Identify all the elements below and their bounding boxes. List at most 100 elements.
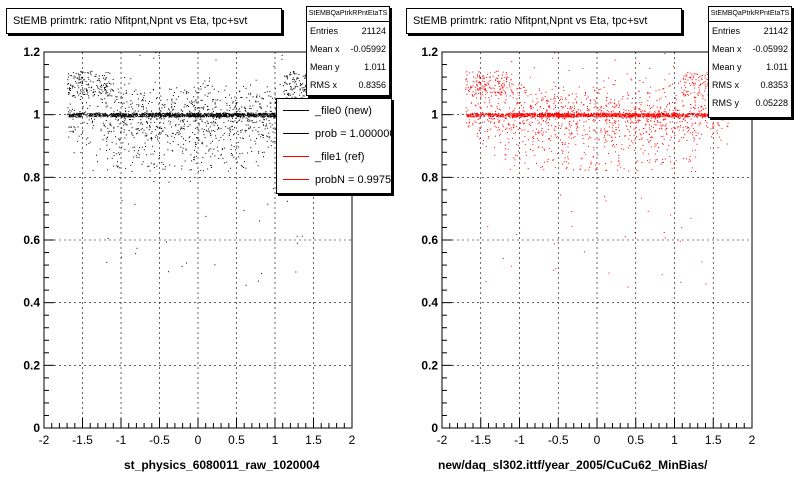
scatter-point — [261, 273, 263, 275]
scatter-point — [201, 115, 203, 117]
scatter-point — [480, 99, 482, 100]
scatter-point — [502, 116, 504, 118]
scatter-point — [166, 114, 168, 115]
scatter-point — [250, 120, 252, 122]
scatter-point — [138, 154, 140, 156]
scatter-point — [605, 116, 607, 118]
scatter-point — [134, 110, 136, 112]
scatter-point — [630, 115, 632, 117]
scatter-point — [558, 116, 560, 118]
scatter-point — [281, 54, 283, 56]
scatter-point — [697, 107, 699, 109]
scatter-point — [130, 123, 132, 125]
scatter-point — [244, 109, 246, 111]
scatter-point — [469, 122, 470, 123]
scatter-point — [699, 114, 701, 116]
scatter-point — [69, 126, 71, 128]
scatter-point — [303, 90, 305, 92]
scatter-point — [587, 96, 589, 98]
scatter-point — [211, 115, 213, 117]
scatter-point — [190, 112, 192, 114]
scatter-point — [534, 112, 535, 114]
scatter-point — [101, 102, 103, 103]
scatter-point — [546, 99, 548, 101]
scatter-point — [499, 108, 500, 110]
scatter-point — [245, 117, 247, 119]
scatter-point — [639, 108, 641, 110]
scatter-point — [141, 163, 143, 165]
scatter-point — [211, 113, 213, 115]
scatter-point — [505, 114, 507, 115]
scatter-point — [296, 242, 298, 244]
scatter-point — [106, 105, 108, 107]
scatter-point — [499, 82, 501, 84]
scatter-point — [538, 88, 540, 90]
scatter-point — [146, 121, 148, 123]
scatter-point — [685, 95, 687, 97]
scatter-point — [480, 114, 482, 116]
scatter-point — [611, 115, 613, 117]
scatter-point — [639, 129, 641, 131]
scatter-point — [215, 115, 217, 117]
scatter-point — [561, 114, 562, 115]
scatter-point — [568, 114, 570, 116]
scatter-point — [208, 149, 210, 151]
scatter-point — [706, 84, 708, 86]
scatter-point — [302, 89, 304, 91]
scatter-point — [223, 113, 225, 115]
scatter-point — [487, 130, 489, 132]
scatter-point — [233, 114, 234, 116]
scatter-point — [577, 109, 579, 111]
scatter-point — [168, 120, 170, 122]
scatter-point — [639, 80, 641, 82]
scatter-point — [482, 75, 484, 77]
scatter-point — [694, 100, 696, 102]
scatter-point — [526, 120, 528, 121]
scatter-point — [219, 115, 221, 117]
scatter-point — [217, 116, 219, 118]
scatter-point — [687, 113, 689, 114]
scatter-point — [116, 113, 118, 114]
scatter-point — [612, 84, 614, 86]
scatter-point — [658, 122, 660, 123]
scatter-point — [726, 117, 728, 119]
scatter-point — [519, 123, 521, 125]
scatter-point — [218, 116, 220, 118]
scatter-point — [500, 109, 502, 111]
scatter-point — [205, 152, 207, 154]
scatter-point — [516, 98, 518, 100]
scatter-point — [197, 115, 199, 117]
scatter-point — [502, 116, 503, 118]
scatter-point — [115, 136, 116, 138]
scatter-point — [75, 72, 77, 74]
scatter-point — [685, 116, 687, 118]
scatter-point — [479, 138, 481, 140]
scatter-point — [640, 111, 642, 113]
scatter-point — [479, 78, 481, 79]
scatter-point — [196, 113, 198, 115]
scatter-point — [685, 158, 687, 160]
scatter-point — [253, 115, 255, 117]
scatter-point — [295, 85, 297, 87]
scatter-point — [86, 123, 88, 124]
scatter-point — [130, 78, 132, 80]
scatter-point — [701, 116, 703, 118]
scatter-point — [683, 129, 684, 131]
scatter-point — [265, 125, 267, 127]
scatter-point — [576, 123, 578, 125]
scatter-point — [119, 112, 121, 114]
scatter-point — [679, 124, 681, 126]
scatter-point — [295, 97, 297, 98]
scatter-point — [97, 114, 99, 116]
scatter-point — [541, 117, 543, 119]
scatter-point — [700, 83, 702, 85]
scatter-point — [699, 76, 701, 78]
scatter-point — [570, 113, 572, 115]
scatter-point — [531, 106, 532, 108]
scatter-point — [229, 105, 231, 107]
scatter-point — [707, 113, 709, 115]
scatter-point — [201, 162, 203, 164]
left-scatter-plot: -2 -1.5 -1 -0.5 0 0.5 1 1.5 200.20.40.60.811.2 — [23, 45, 355, 447]
legend-entry-file0: _file0 (new) — [277, 99, 391, 122]
scatter-point — [151, 101, 153, 103]
